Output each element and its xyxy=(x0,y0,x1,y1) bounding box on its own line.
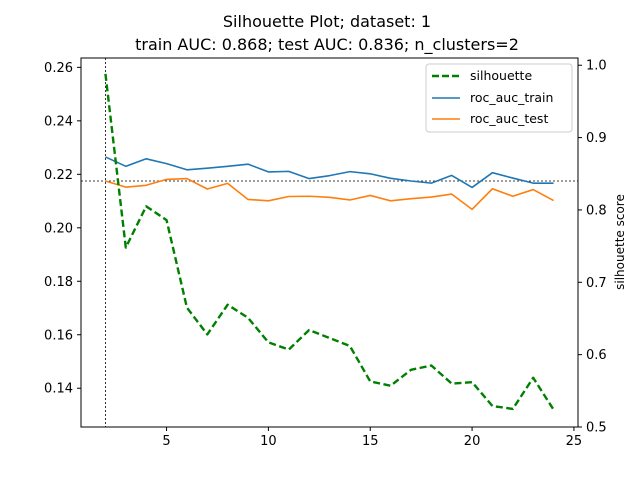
right-y-tick-label: 1.0 xyxy=(586,59,607,74)
series-line-roc-auc-test xyxy=(105,177,554,211)
right-y-tick-label: 0.7 xyxy=(586,276,607,291)
axes-frame xyxy=(80,57,579,428)
legend-label-roc-auc-train: roc_auc_train xyxy=(470,90,553,105)
left-y-tick-label: 0.22 xyxy=(44,168,73,183)
series-line-silhouette xyxy=(104,73,555,411)
series-line-roc-auc-train xyxy=(105,156,554,189)
right-axis-label: silhouette score xyxy=(613,194,627,290)
x-tick-label: 5 xyxy=(162,434,170,449)
x-tick-label: 20 xyxy=(464,434,481,449)
left-y-tick-label: 0.20 xyxy=(44,221,73,236)
x-tick-label: 25 xyxy=(566,434,583,449)
legend-label-roc-auc-test: roc_auc_test xyxy=(470,111,548,126)
left-y-tick-label: 0.14 xyxy=(44,382,73,397)
chart-title: Silhouette Plot; dataset: 1 xyxy=(223,12,431,31)
left-y-tick-label: 0.18 xyxy=(44,275,73,290)
right-y-tick-label: 0.8 xyxy=(586,203,607,218)
plot-area: 5 10 15 20 25 0.14 0.16 0.18 0.20 0.22 0.24 0.26 0.5… xyxy=(44,58,607,449)
left-y-tick-label: 0.26 xyxy=(44,61,73,76)
legend-box xyxy=(425,63,573,133)
chart-subtitle: train AUC: 0.868; test AUC: 0.836; n_clu… xyxy=(135,35,519,55)
legend: silhouette roc_auc_train roc_auc_test xyxy=(425,63,573,133)
legend-label-silhouette: silhouette xyxy=(470,68,532,83)
left-y-tick-label: 0.24 xyxy=(44,114,73,129)
right-y-tick-label: 0.6 xyxy=(586,348,607,363)
right-y-tick-label: 0.9 xyxy=(586,131,607,146)
right-y-tick-label: 0.5 xyxy=(586,421,607,436)
x-tick-label: 10 xyxy=(260,434,277,449)
left-y-tick-label: 0.16 xyxy=(44,328,73,343)
x-tick-label: 15 xyxy=(362,434,379,449)
